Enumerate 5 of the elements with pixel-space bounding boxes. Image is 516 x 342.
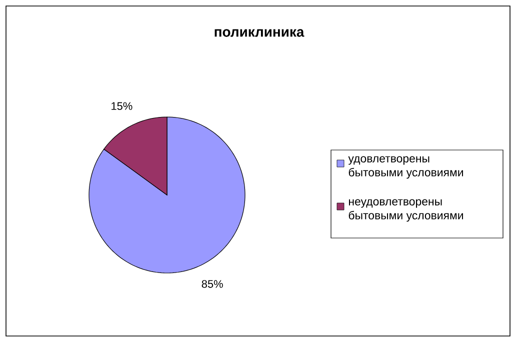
data-label: 85% <box>202 280 223 288</box>
chart-title: поликлиника <box>214 29 304 37</box>
data-label: 15% <box>112 102 132 110</box>
legend-label: неудовлетворены бытовыми условиями <box>348 199 463 222</box>
legend-label: удовлетворены бытовыми условиями <box>348 156 463 179</box>
